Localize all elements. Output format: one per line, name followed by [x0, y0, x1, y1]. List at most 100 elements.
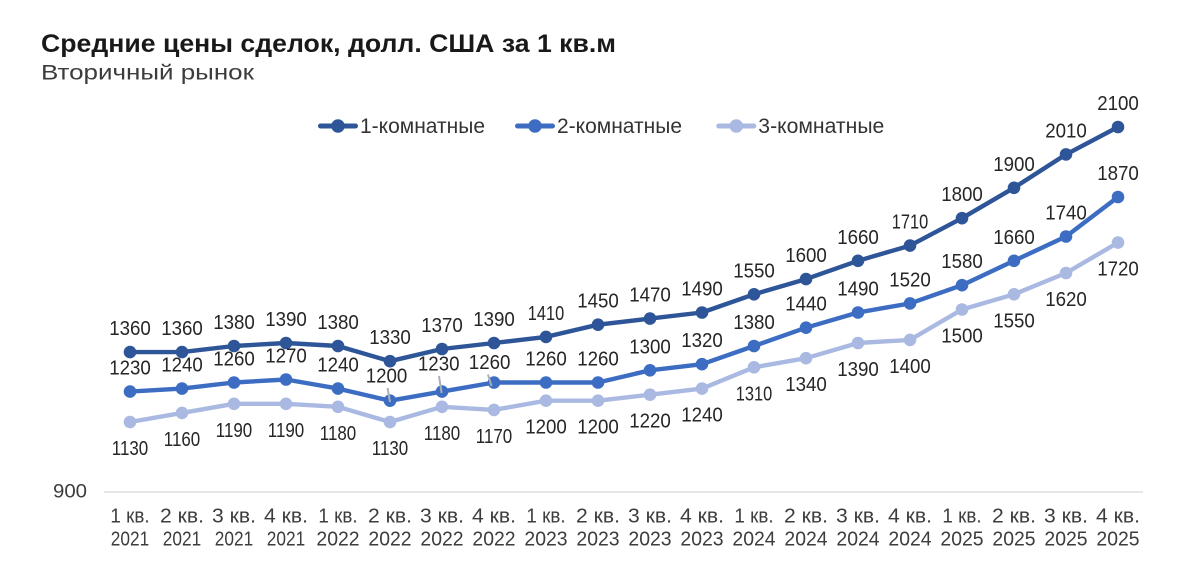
svg-text:2025: 2025 — [1044, 528, 1087, 551]
svg-text:2023: 2023 — [628, 528, 671, 551]
svg-text:1360: 1360 — [161, 318, 203, 340]
svg-text:1130: 1130 — [112, 438, 148, 460]
svg-text:4 кв.: 4 кв. — [1096, 505, 1140, 528]
svg-text:2023: 2023 — [524, 528, 567, 551]
svg-text:2021: 2021 — [215, 528, 253, 551]
svg-text:1380: 1380 — [317, 312, 359, 334]
svg-text:1660: 1660 — [837, 227, 879, 249]
svg-text:1240: 1240 — [161, 355, 203, 377]
svg-text:2 кв.: 2 кв. — [784, 505, 828, 528]
svg-text:2022: 2022 — [420, 528, 463, 551]
svg-text:2 кв.: 2 кв. — [576, 505, 620, 528]
svg-text:1 кв.: 1 кв. — [318, 505, 357, 528]
svg-text:2-комнатные: 2-комнатные — [557, 115, 682, 138]
svg-text:1900: 1900 — [993, 154, 1035, 176]
svg-text:3 кв.: 3 кв. — [628, 505, 672, 528]
svg-text:1220: 1220 — [629, 411, 671, 433]
svg-text:1340: 1340 — [785, 374, 827, 396]
svg-text:1240: 1240 — [317, 355, 359, 377]
svg-text:1380: 1380 — [213, 312, 255, 334]
svg-text:2 кв.: 2 кв. — [992, 505, 1036, 528]
svg-text:1300: 1300 — [629, 336, 671, 358]
svg-text:1 кв.: 1 кв. — [110, 505, 149, 528]
svg-text:1200: 1200 — [366, 366, 408, 388]
svg-text:1160: 1160 — [164, 429, 200, 451]
svg-text:1580: 1580 — [941, 251, 983, 273]
svg-text:1330: 1330 — [369, 327, 411, 349]
svg-text:1260: 1260 — [577, 349, 619, 371]
svg-text:3 кв.: 3 кв. — [1044, 505, 1088, 528]
svg-text:900: 900 — [53, 482, 87, 503]
svg-text:2024: 2024 — [888, 528, 931, 551]
svg-text:4 кв.: 4 кв. — [264, 505, 308, 528]
svg-text:1230: 1230 — [109, 358, 151, 380]
svg-text:4 кв.: 4 кв. — [888, 505, 932, 528]
svg-text:2025: 2025 — [1096, 528, 1139, 551]
svg-text:2022: 2022 — [316, 528, 359, 551]
svg-text:2023: 2023 — [576, 528, 619, 551]
svg-text:1710: 1710 — [892, 212, 928, 234]
svg-text:1240: 1240 — [681, 405, 723, 427]
svg-text:1 кв.: 1 кв. — [942, 505, 981, 528]
svg-text:2021: 2021 — [163, 528, 201, 551]
svg-text:1370: 1370 — [421, 315, 463, 337]
svg-text:2025: 2025 — [992, 528, 1035, 551]
svg-text:3 кв.: 3 кв. — [212, 505, 256, 528]
svg-text:1270: 1270 — [265, 346, 307, 368]
svg-text:1230: 1230 — [418, 354, 460, 376]
svg-text:2024: 2024 — [732, 528, 775, 551]
svg-text:3 кв.: 3 кв. — [420, 505, 464, 528]
svg-text:1500: 1500 — [941, 326, 983, 348]
svg-text:1620: 1620 — [1045, 289, 1087, 311]
svg-text:2025: 2025 — [940, 528, 983, 551]
svg-text:1180: 1180 — [424, 423, 460, 445]
svg-text:Вторичный рынок: Вторичный рынок — [41, 61, 255, 85]
svg-text:1440: 1440 — [785, 294, 827, 316]
svg-text:1 кв.: 1 кв. — [734, 505, 773, 528]
svg-text:1 кв.: 1 кв. — [526, 505, 565, 528]
svg-text:2023: 2023 — [680, 528, 723, 551]
svg-text:2021: 2021 — [267, 528, 305, 551]
svg-text:1200: 1200 — [525, 417, 567, 439]
svg-text:1740: 1740 — [1045, 203, 1087, 225]
svg-text:1450: 1450 — [577, 291, 619, 313]
svg-text:2010: 2010 — [1045, 120, 1087, 142]
svg-text:1870: 1870 — [1097, 163, 1139, 185]
svg-text:2022: 2022 — [368, 528, 411, 551]
svg-text:1470: 1470 — [629, 285, 671, 307]
svg-text:1260: 1260 — [469, 352, 511, 374]
svg-text:1310: 1310 — [736, 383, 772, 405]
svg-text:1170: 1170 — [476, 426, 512, 448]
svg-text:3 кв.: 3 кв. — [836, 505, 880, 528]
svg-text:1360: 1360 — [109, 318, 151, 340]
svg-text:1800: 1800 — [941, 184, 983, 206]
svg-text:1390: 1390 — [265, 309, 307, 331]
svg-text:1180: 1180 — [320, 423, 356, 445]
svg-text:1410: 1410 — [528, 303, 564, 325]
svg-text:1380: 1380 — [733, 312, 775, 334]
svg-text:1260: 1260 — [525, 349, 567, 371]
svg-text:1-комнатные: 1-комнатные — [360, 115, 485, 138]
svg-text:1490: 1490 — [681, 279, 723, 301]
svg-text:1130: 1130 — [372, 438, 408, 460]
svg-text:1660: 1660 — [993, 227, 1035, 249]
svg-text:4 кв.: 4 кв. — [472, 505, 516, 528]
svg-text:4 кв.: 4 кв. — [680, 505, 724, 528]
svg-text:1190: 1190 — [268, 420, 304, 442]
svg-text:1400: 1400 — [889, 356, 931, 378]
svg-text:1260: 1260 — [213, 349, 255, 371]
svg-text:2 кв.: 2 кв. — [368, 505, 412, 528]
svg-text:2100: 2100 — [1097, 93, 1139, 115]
svg-text:1390: 1390 — [837, 359, 879, 381]
svg-text:1550: 1550 — [993, 310, 1035, 332]
svg-text:3-комнатные: 3-комнатные — [758, 115, 884, 138]
svg-text:1200: 1200 — [577, 417, 619, 439]
svg-text:1490: 1490 — [837, 279, 879, 301]
svg-text:1600: 1600 — [785, 245, 827, 267]
svg-text:1390: 1390 — [473, 309, 515, 331]
svg-text:1190: 1190 — [216, 420, 252, 442]
svg-text:1520: 1520 — [889, 269, 931, 291]
svg-text:2024: 2024 — [836, 528, 879, 551]
svg-text:2 кв.: 2 кв. — [160, 505, 204, 528]
svg-text:1550: 1550 — [733, 260, 775, 282]
